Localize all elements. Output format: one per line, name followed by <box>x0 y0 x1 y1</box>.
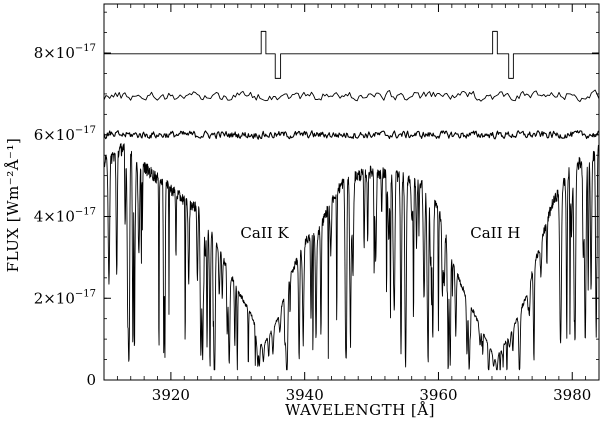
series-spectrum-line <box>103 143 600 371</box>
x-gridticks: 3920 3940 3960 3980 <box>116 4 600 404</box>
line-annotation: CaII H <box>470 224 520 242</box>
line-annotation: CaII K <box>240 224 289 242</box>
series-noise-line <box>103 89 600 103</box>
y-axis-title: FLUX [Wm⁻²Å⁻¹] <box>4 138 22 273</box>
y-gridticks: 0 2×10−17 4×10−17 6×10−17 8×10−17 <box>34 11 599 389</box>
y-tick-label: 8×10−17 <box>34 43 96 62</box>
x-tick-label: 3920 <box>152 386 190 404</box>
plot-frame <box>103 3 600 381</box>
annotations: CaII K CaII H <box>240 224 520 242</box>
y-tick-label: 2×10−17 <box>34 288 96 307</box>
y-tick-label: 4×10−17 <box>34 207 96 226</box>
series-layer <box>103 30 600 371</box>
x-axis-title: WAVELENGTH [Å] <box>285 401 435 419</box>
y-tick-label: 0 <box>86 371 96 389</box>
x-tick-label: 3940 <box>286 386 324 404</box>
y-tick-label: 6×10−17 <box>34 125 96 144</box>
series-noise-line <box>103 130 600 140</box>
x-tick-label: 3980 <box>553 386 591 404</box>
series-step-line <box>104 30 599 79</box>
x-tick-label: 3960 <box>419 386 457 404</box>
